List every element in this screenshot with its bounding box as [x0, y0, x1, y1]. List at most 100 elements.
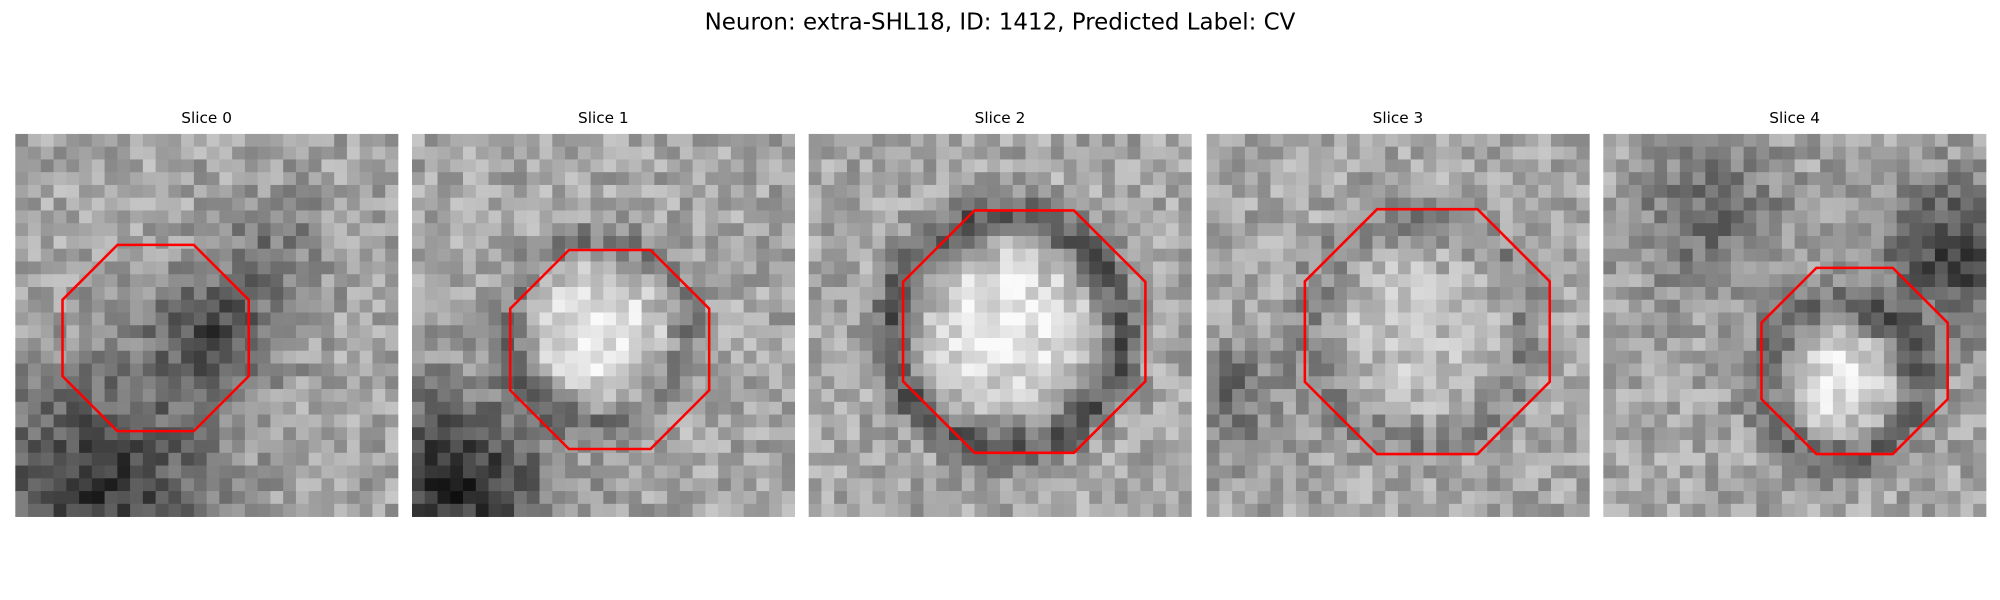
pixel: [79, 146, 93, 160]
pixel: [1089, 503, 1103, 517]
pixel: [565, 261, 579, 275]
pixel: [1973, 261, 1987, 275]
pixel: [730, 172, 745, 186]
pixel: [15, 248, 29, 262]
pixel: [1896, 286, 1910, 301]
pixel: [283, 503, 297, 517]
pixel: [948, 376, 963, 390]
pixel: [155, 184, 169, 199]
pixel: [463, 312, 477, 326]
pixel: [565, 465, 579, 479]
pixel: [1000, 325, 1014, 339]
pixel: [1730, 338, 1745, 352]
pixel: [334, 210, 348, 224]
pixel: [1321, 452, 1335, 466]
pixel: [1563, 465, 1577, 479]
pixel: [1244, 274, 1259, 288]
pixel: [1730, 363, 1745, 377]
pixel: [1616, 197, 1630, 211]
pixel: [628, 197, 642, 211]
pixel: [1334, 286, 1348, 301]
pixel: [359, 478, 373, 492]
pixel: [1730, 159, 1745, 173]
pixel: [244, 197, 259, 211]
pixel: [936, 427, 950, 441]
pixel: [1257, 452, 1271, 466]
pixel: [948, 235, 963, 250]
pixel: [1178, 350, 1192, 364]
pixel: [475, 248, 489, 262]
pixel: [936, 223, 950, 237]
pixel: [1206, 235, 1220, 250]
pixel: [91, 159, 105, 173]
pixel: [1641, 299, 1655, 313]
pixel: [1883, 133, 1898, 148]
pixel: [628, 223, 642, 237]
pixel: [424, 363, 438, 377]
pixel: [897, 248, 912, 262]
pixel: [1616, 350, 1630, 364]
pixel: [1973, 184, 1987, 199]
pixel: [1232, 350, 1246, 364]
pixel: [1127, 401, 1141, 415]
pixel: [1025, 503, 1039, 517]
pixel: [692, 133, 706, 148]
pixel: [232, 452, 246, 466]
pixel: [1232, 503, 1246, 517]
pixel: [91, 286, 105, 301]
pixel: [1127, 427, 1141, 441]
pixel: [565, 503, 579, 517]
pixel: [1525, 248, 1539, 262]
pixel: [232, 478, 246, 492]
pixel: [359, 465, 373, 479]
pixel: [1244, 159, 1259, 173]
pixel: [872, 312, 886, 326]
pixel: [1410, 363, 1424, 377]
pixel: [808, 146, 822, 160]
pixel: [1295, 312, 1310, 326]
pixel: [1769, 184, 1783, 199]
pixel: [1206, 427, 1220, 441]
pixel: [1718, 223, 1732, 237]
pixel: [1487, 452, 1501, 466]
pixel: [53, 414, 67, 428]
pixel: [987, 478, 1001, 492]
pixel: [577, 491, 591, 505]
pixel: [424, 299, 438, 313]
pixel: [859, 401, 873, 415]
pixel: [948, 350, 963, 364]
pixel: [1832, 223, 1847, 237]
pixel: [1346, 235, 1361, 250]
pixel: [1781, 491, 1796, 505]
pixel: [1359, 274, 1373, 288]
pixel: [308, 235, 322, 250]
pixel: [1922, 286, 1936, 301]
pixel: [679, 248, 693, 262]
pixel: [1781, 389, 1796, 403]
pixel: [1102, 235, 1116, 250]
pixel: [539, 363, 553, 377]
pixel: [1692, 172, 1706, 186]
pixel: [359, 299, 373, 313]
pixel: [1705, 389, 1719, 403]
pixel: [155, 427, 169, 441]
pixel: [1114, 223, 1128, 237]
pixel: [1076, 414, 1090, 428]
pixel: [308, 427, 322, 441]
pixel: [1283, 172, 1297, 186]
pixel: [437, 235, 451, 250]
pixel: [117, 172, 131, 186]
pixel: [104, 491, 118, 505]
pixel: [1654, 350, 1668, 364]
pixel: [1487, 146, 1501, 160]
pixel: [552, 172, 566, 186]
pixel: [15, 440, 29, 454]
pixel: [1063, 414, 1077, 428]
pixel: [1114, 376, 1128, 390]
pixel: [40, 235, 54, 250]
pixel: [1603, 325, 1617, 339]
pixel: [1334, 503, 1348, 517]
pixel: [321, 223, 335, 237]
pixel: [1025, 376, 1039, 390]
pixel: [1165, 440, 1179, 454]
